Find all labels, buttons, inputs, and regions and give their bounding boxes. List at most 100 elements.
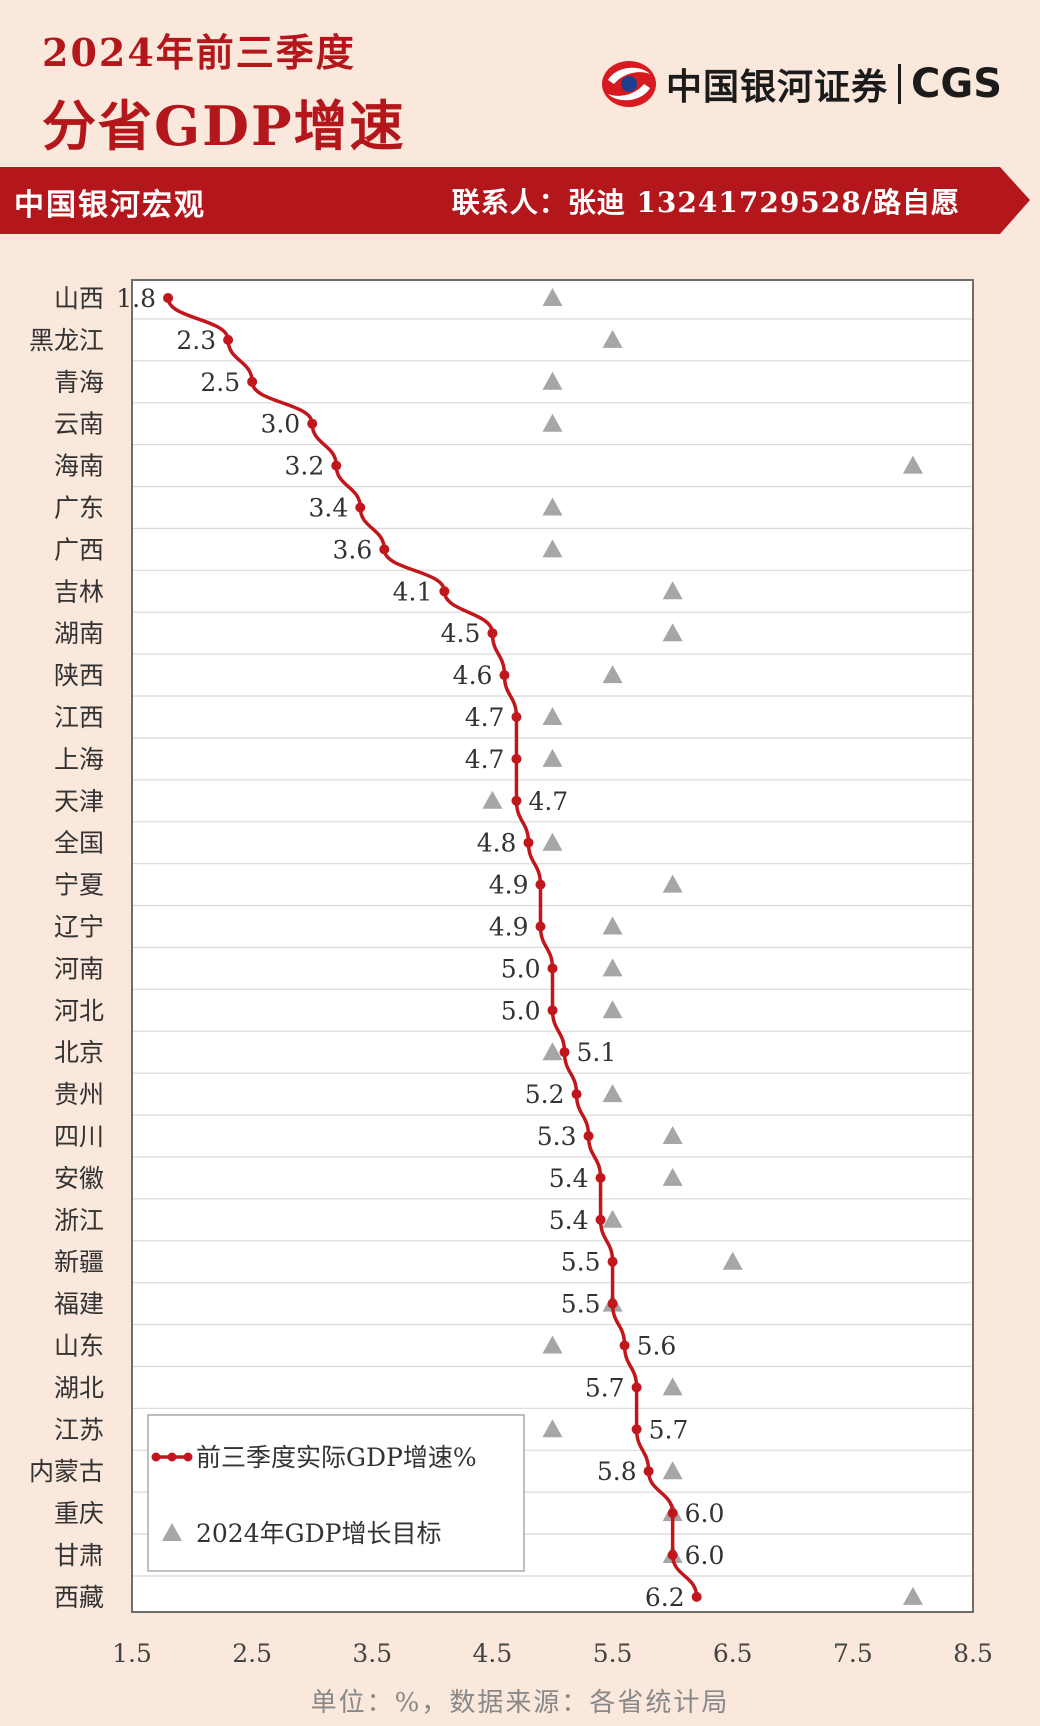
actual-growth-point: [667, 1550, 678, 1560]
target-triangle-marker: [542, 832, 563, 851]
actual-growth-point: [559, 1047, 570, 1058]
target-triangle-marker: [542, 1042, 563, 1061]
data-label: 5.5: [561, 1290, 601, 1319]
target-triangle-marker: [542, 288, 563, 306]
province-label: 吉林: [54, 577, 104, 606]
actual-growth-point: [583, 1131, 594, 1141]
data-label: 5.0: [501, 996, 541, 1025]
province-label: 西藏: [54, 1583, 104, 1612]
data-label: 4.6: [453, 661, 493, 690]
data-label: 5.7: [585, 1373, 625, 1402]
data-label: 2.5: [200, 368, 240, 397]
target-triangle-marker: [662, 581, 683, 600]
province-label: 浙江: [54, 1206, 104, 1235]
data-label: 3.2: [284, 452, 324, 481]
x-tick-label: 1.5: [112, 1639, 152, 1662]
province-label: 贵州: [54, 1080, 104, 1109]
banner-background: [0, 167, 1030, 234]
data-label: 4.7: [465, 703, 505, 732]
chart-title-line1: 2024年前三季度: [42, 30, 356, 75]
province-label: 安徽: [54, 1164, 104, 1193]
actual-growth-point: [535, 879, 546, 890]
chart-title-line2: 分省GDP增速: [42, 94, 406, 158]
source-note: 单位：%，数据来源：各省统计局: [310, 1688, 730, 1718]
province-label: 上海: [54, 745, 104, 774]
data-label: 4.1: [393, 577, 433, 606]
legend-box: [147, 1414, 525, 1572]
x-tick-label: 5.5: [593, 1639, 633, 1662]
target-triangle-marker: [602, 1000, 623, 1019]
legend-label-actual: 前三季度实际GDP增速%: [196, 1443, 477, 1472]
province-label: 海南: [54, 452, 104, 481]
actual-growth-point: [223, 334, 234, 345]
province-label: 河南: [54, 954, 104, 983]
target-triangle-marker: [722, 1251, 743, 1270]
data-label: 3.4: [309, 494, 349, 523]
target-triangle-marker: [542, 707, 563, 725]
legend-line-dot: [167, 1452, 177, 1462]
actual-growth-point: [631, 1424, 642, 1435]
data-label: 3.0: [260, 410, 300, 439]
target-triangle-marker: [542, 413, 563, 432]
province-label: 北京: [54, 1038, 104, 1067]
province-label: 广西: [54, 535, 104, 564]
plot-frame: [131, 279, 974, 1613]
province-label: 山西: [54, 284, 104, 313]
province-label: 辽宁: [54, 913, 104, 942]
province-label: 甘肃: [54, 1541, 104, 1570]
province-label: 青海: [54, 368, 104, 397]
data-label: 5.7: [649, 1415, 689, 1444]
brand-logo-group: 中国银河证券 CGS: [600, 58, 1002, 110]
province-label: 广东: [54, 494, 104, 523]
actual-growth-point: [247, 376, 258, 387]
province-label: 四川: [54, 1122, 104, 1151]
x-tick-label: 8.5: [953, 1639, 993, 1662]
target-triangle-marker: [602, 665, 623, 684]
data-label: 5.8: [597, 1457, 637, 1486]
actual-growth-point: [607, 1298, 618, 1309]
actual-growth-point: [667, 1508, 678, 1519]
banner-contact-text: 联系人：张迪 13241729528/路自愿: [451, 186, 960, 219]
actual-growth-point: [547, 1005, 558, 1016]
actual-growth-point: [571, 1089, 582, 1100]
brand-separator: [898, 64, 901, 104]
data-label: 6.0: [685, 1541, 725, 1570]
contact-banner: 中国银河宏观 联系人：张迪 13241729528/路自愿: [0, 167, 1030, 234]
actual-growth-point: [619, 1340, 630, 1351]
data-label: 5.1: [577, 1038, 617, 1067]
actual-growth-point: [511, 712, 522, 722]
target-triangle-marker: [542, 497, 563, 516]
actual-growth-point: [355, 502, 366, 513]
actual-growth-point: [631, 1382, 642, 1393]
x-tick-label: 6.5: [713, 1639, 753, 1662]
legend-triangle-swatch: [162, 1523, 182, 1541]
province-label: 宁夏: [54, 871, 104, 900]
target-triangle-marker: [542, 539, 563, 558]
province-label: 山东: [54, 1332, 104, 1361]
target-triangle-marker: [602, 958, 623, 977]
target-triangle-marker: [542, 748, 563, 767]
actual-growth-point: [163, 293, 174, 303]
x-tick-label: 2.5: [232, 1639, 272, 1662]
target-triangle-marker: [602, 916, 623, 935]
brand-abbreviation: CGS: [911, 61, 1002, 107]
actual-growth-point: [331, 460, 342, 471]
target-triangle-marker: [542, 371, 563, 390]
province-label: 湖北: [54, 1373, 104, 1402]
target-triangle-marker: [902, 1586, 923, 1605]
actual-growth-point: [379, 544, 390, 555]
x-tick-label: 7.5: [833, 1639, 873, 1662]
actual-growth-point: [499, 670, 510, 681]
province-label: 重庆: [54, 1499, 104, 1528]
actual-growth-point: [595, 1214, 606, 1225]
data-label: 3.6: [333, 535, 373, 564]
actual-growth-point: [691, 1591, 702, 1602]
actual-growth-point: [439, 586, 450, 597]
data-label: 4.9: [489, 913, 529, 942]
data-label: 4.5: [441, 619, 481, 648]
data-label: 4.8: [477, 829, 517, 858]
legend-line-dot: [183, 1452, 193, 1462]
data-label: 5.3: [537, 1122, 577, 1151]
province-label: 内蒙古: [29, 1457, 104, 1486]
legend-line-dot: [151, 1452, 161, 1462]
